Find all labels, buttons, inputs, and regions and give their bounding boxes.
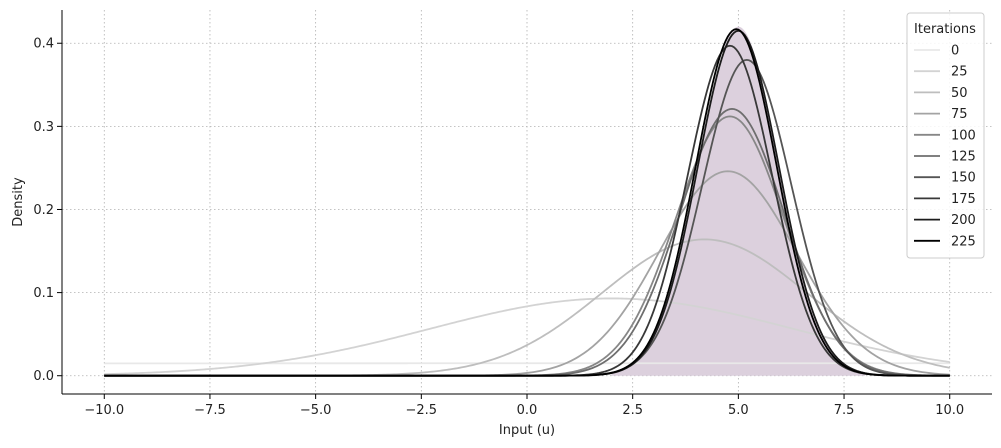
- x-tick-label: −7.5: [194, 403, 226, 418]
- y-tick-label: 0.1: [33, 286, 54, 301]
- series-line-25: [104, 297, 950, 376]
- x-tick-label: −2.5: [406, 403, 438, 418]
- x-tick-label: 7.5: [834, 403, 855, 418]
- legend-label-25: 25: [951, 65, 968, 80]
- y-axis-ticks: 0.0 0.1 0.2 0.3 0.4: [33, 37, 62, 384]
- x-tick-label: 5.0: [728, 403, 749, 418]
- y-tick-label: 0.3: [33, 120, 54, 135]
- legend-label-0: 0: [951, 44, 959, 59]
- legend-label-200: 200: [951, 213, 976, 228]
- series-lines: [104, 28, 950, 377]
- x-axis-ticks: −10.0 −7.5 −5.0 −2.5 0.0 2.5 5.0 7.5 10.0: [84, 394, 964, 418]
- legend-label-125: 125: [951, 150, 976, 165]
- legend-items: 0 25 50 75 100 125 150 175 200 225: [914, 44, 976, 249]
- series-line-225: [104, 28, 950, 377]
- legend-title: Iterations: [914, 22, 976, 37]
- x-tick-label: 0.0: [517, 403, 538, 418]
- x-tick-label: −10.0: [84, 403, 124, 418]
- legend: Iterations 0 25 50 75 100 125 150 175 200 225: [906, 12, 985, 259]
- x-tick-label: 10.0: [935, 403, 964, 418]
- y-tick-label: 0.4: [33, 37, 54, 52]
- legend-label-150: 150: [951, 171, 976, 186]
- legend-box: [906, 12, 985, 259]
- legend-label-100: 100: [951, 128, 976, 143]
- x-axis-label: Input (u): [499, 423, 555, 438]
- y-tick-label: 0.0: [33, 369, 54, 384]
- y-axis-label: Density: [11, 177, 26, 227]
- legend-label-175: 175: [951, 192, 976, 207]
- legend-label-50: 50: [951, 86, 968, 101]
- legend-label-75: 75: [951, 107, 968, 122]
- x-tick-label: −5.0: [300, 403, 332, 418]
- y-tick-label: 0.2: [33, 203, 54, 218]
- legend-label-225: 225: [951, 234, 976, 249]
- x-tick-label: 2.5: [622, 403, 643, 418]
